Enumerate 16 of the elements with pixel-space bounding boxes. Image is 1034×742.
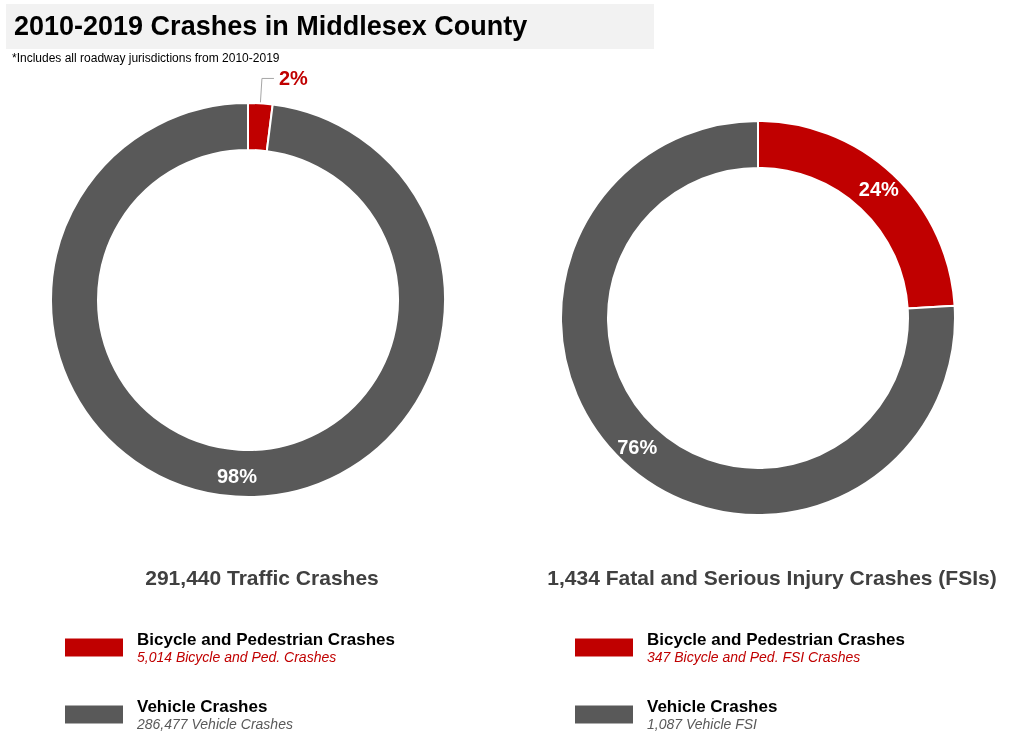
data-label: 98% [216, 465, 258, 488]
text: 347 Bicycle and Ped. FSI Crashes [647, 649, 861, 665]
legend-label: Vehicle Crashes [137, 697, 268, 716]
text: 286,477 Vehicle Crashes [136, 716, 293, 732]
data-label: 2% [278, 67, 309, 90]
legend-label: Bicycle and Pedestrian Crashes [137, 630, 395, 649]
data-label: 24% [858, 178, 900, 201]
text: 1,434 Fatal and Serious Injury Crashes (FSIs) [547, 566, 997, 589]
text: 291,440 Traffic Crashes [145, 566, 379, 589]
legend-label: Bicycle and Pedestrian Crashes [647, 630, 905, 649]
text: 5,014 Bicycle and Ped. Crashes [137, 649, 337, 665]
chart-title: 2010-2019 Crashes in Middlesex County [6, 4, 654, 49]
text: 1,087 Vehicle FSI [647, 716, 758, 732]
legend-label: Vehicle Crashes [647, 697, 778, 716]
chart-subtitle: *Includes all roadway jurisdictions from 2010-2019 [12, 51, 280, 65]
data-label: 76% [617, 435, 658, 458]
